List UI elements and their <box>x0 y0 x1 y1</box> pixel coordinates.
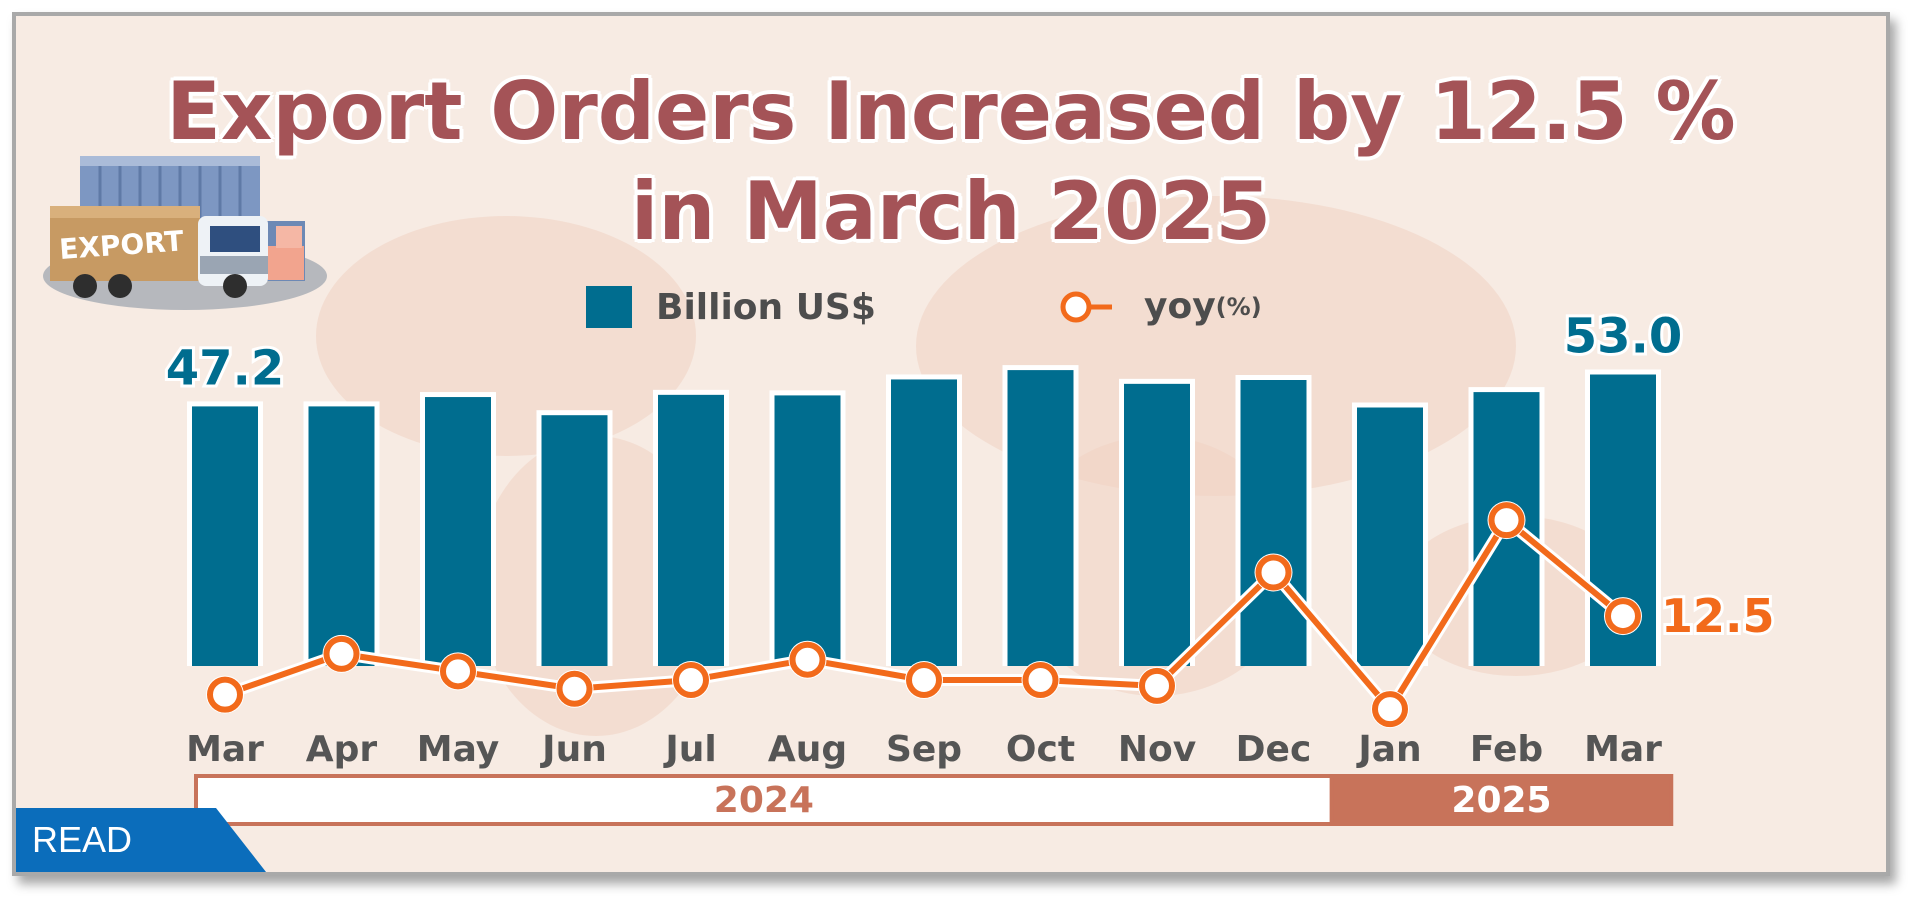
legend-line-label: yoy <box>1144 286 1216 327</box>
yoy-point-12 <box>1605 598 1641 635</box>
legend-bar: Billion US$ <box>586 286 876 328</box>
yoy-point-5 <box>789 641 826 678</box>
yoy-point-7 <box>1022 662 1059 699</box>
yoy-point-10 <box>1372 691 1408 728</box>
page-title: Export Orders Increased by 12.5 % in Mar… <box>166 65 1736 258</box>
yoy-point-1 <box>323 635 360 672</box>
bar-0 <box>192 406 258 666</box>
year-label: 2025 <box>1451 780 1551 821</box>
bar-8 <box>1124 383 1190 666</box>
x-tick-label: Nov <box>1118 729 1196 770</box>
yoy-point-0 <box>207 676 243 713</box>
read-badge[interactable]: READ <box>16 808 266 872</box>
legend-line-unit: (%) <box>1215 292 1262 321</box>
x-tick-label: Apr <box>306 729 378 770</box>
bar-value-label: 47.2 <box>166 340 284 396</box>
x-tick-label: Feb <box>1470 729 1543 770</box>
yoy-point-4 <box>673 662 709 699</box>
bar-7 <box>1007 370 1074 666</box>
x-tick-label: Jan <box>1355 729 1421 770</box>
bar-value-label: 53.0 <box>1564 309 1682 365</box>
x-tick-label: Aug <box>768 729 847 770</box>
x-tick-label: Dec <box>1236 729 1312 770</box>
x-tick-label: Oct <box>1006 729 1075 770</box>
legend-line: yoy (%) <box>1056 286 1262 327</box>
legend-line-icon <box>1060 291 1112 322</box>
bar-3 <box>541 415 608 666</box>
yoy-point-2 <box>440 653 476 690</box>
legend-bar-swatch <box>586 286 632 328</box>
x-tick-label: Sep <box>886 729 962 770</box>
chart-frame: EXPORT Export Orders Increased by 12.5 %… <box>12 12 1890 876</box>
bar-1 <box>308 406 375 666</box>
yoy-point-11 <box>1488 502 1525 539</box>
bar-5 <box>774 395 841 666</box>
yoy-point-9 <box>1255 554 1292 591</box>
yoy-point-6 <box>906 662 942 699</box>
export-truck-icon: EXPORT <box>43 156 327 310</box>
year-band-2025 <box>1329 774 1674 826</box>
year-label: 2024 <box>714 780 814 821</box>
bar-9 <box>1240 380 1307 666</box>
bar-6 <box>891 379 957 666</box>
year-band-2024 <box>194 774 1334 826</box>
x-tick-label: Mar <box>1584 729 1662 770</box>
x-tick-label: May <box>417 729 499 770</box>
x-tick-label: Mar <box>186 729 264 770</box>
chart-area: 47.2 53.0 12.5 Mar Apr May Jun Jul Aug Sep Oct Nov D… <box>163 306 1778 826</box>
legend-bar-label: Billion US$ <box>656 286 876 328</box>
yoy-point-8 <box>1139 667 1175 704</box>
bar-2 <box>425 397 491 666</box>
x-tick-label: Jun <box>539 729 607 770</box>
bar-4 <box>658 394 724 666</box>
x-tick-label: Jul <box>662 729 716 770</box>
bar-10 <box>1357 407 1423 666</box>
yoy-value-label: 12.5 <box>1661 589 1775 643</box>
yoy-point-3 <box>556 670 593 707</box>
